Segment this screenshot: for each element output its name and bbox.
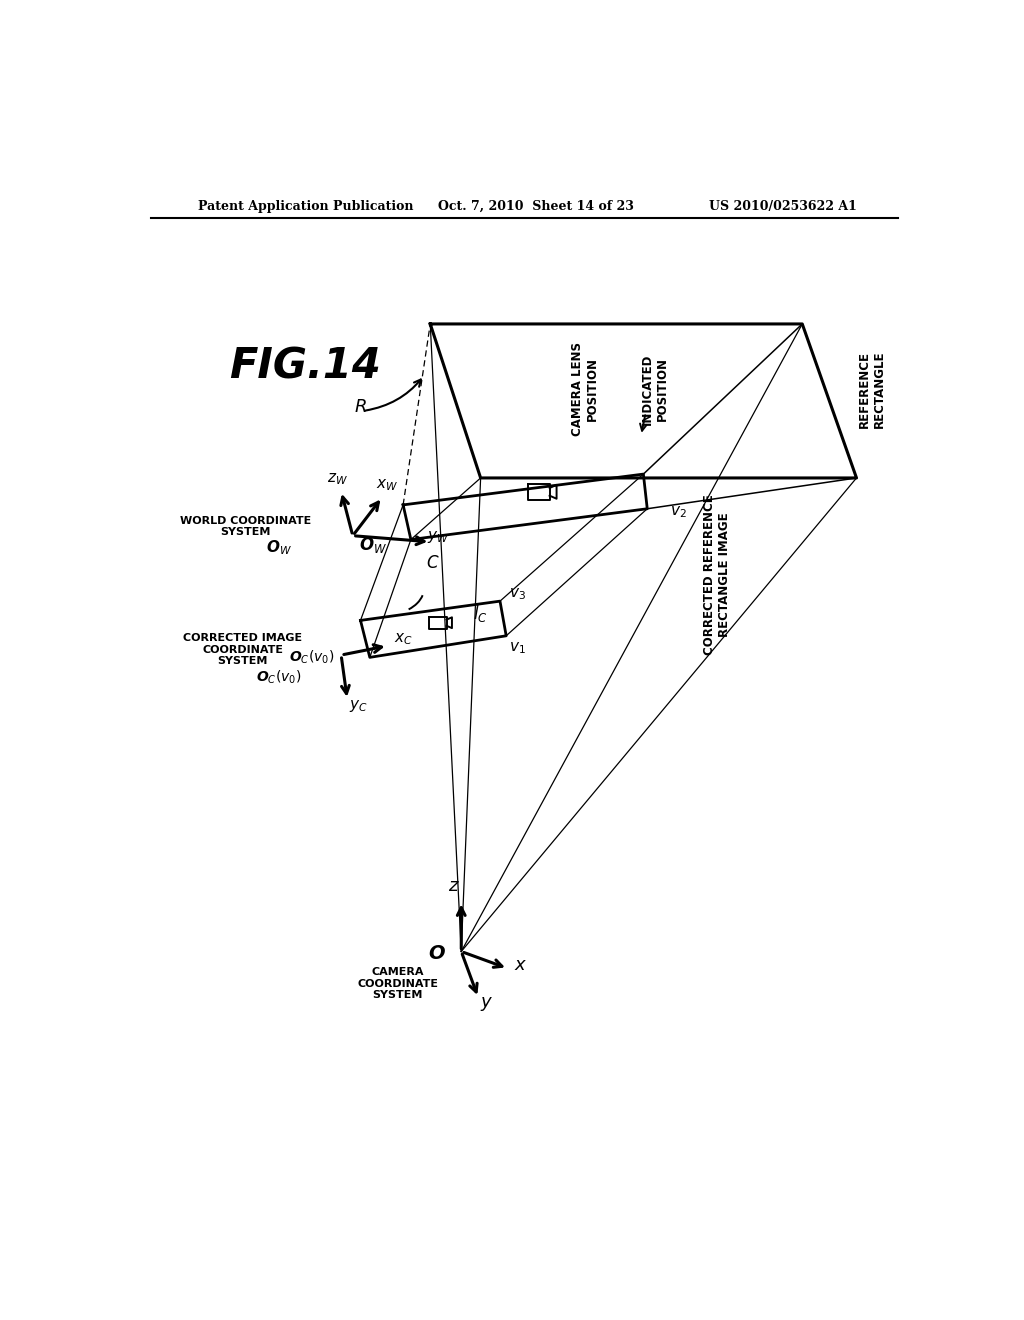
Text: US 2010/0253622 A1: US 2010/0253622 A1 <box>710 199 857 213</box>
Text: $y$: $y$ <box>480 995 494 1012</box>
Text: FIG.14: FIG.14 <box>228 346 381 387</box>
Text: $v_3$: $v_3$ <box>509 586 526 602</box>
Text: $y_C$: $y_C$ <box>349 698 368 714</box>
Text: CAMERA
COORDINATE
SYSTEM: CAMERA COORDINATE SYSTEM <box>357 968 438 1001</box>
Text: $C$: $C$ <box>426 554 440 572</box>
Text: $v_2$: $v_2$ <box>671 504 687 520</box>
Text: CAMERA LENS
POSITION: CAMERA LENS POSITION <box>571 342 599 437</box>
Text: Patent Application Publication: Patent Application Publication <box>198 199 414 213</box>
Text: CORRECTED REFERENCE
RECTANGLE IMAGE: CORRECTED REFERENCE RECTANGLE IMAGE <box>703 494 731 655</box>
Text: Oct. 7, 2010  Sheet 14 of 23: Oct. 7, 2010 Sheet 14 of 23 <box>438 199 634 213</box>
Text: REFERENCE
RECTANGLE: REFERENCE RECTANGLE <box>858 351 886 428</box>
Text: $\boldsymbol{O}$: $\boldsymbol{O}$ <box>428 944 445 964</box>
Text: $\boldsymbol{O}_C(v_0)$: $\boldsymbol{O}_C(v_0)$ <box>256 669 302 686</box>
Text: $x_C$: $x_C$ <box>394 632 413 647</box>
Text: INDICATED
POSITION: INDICATED POSITION <box>641 354 669 425</box>
Text: $v_1$: $v_1$ <box>509 640 526 656</box>
Text: $l_C$: $l_C$ <box>473 603 487 624</box>
Text: $\boldsymbol{O}_W$: $\boldsymbol{O}_W$ <box>266 539 292 557</box>
Text: CORRECTED IMAGE
COORDINATE
SYSTEM: CORRECTED IMAGE COORDINATE SYSTEM <box>183 634 302 667</box>
Text: $y_W$: $y_W$ <box>427 528 450 545</box>
Text: $R$: $R$ <box>354 399 367 417</box>
Text: $\boldsymbol{O}_C(v_0)$: $\boldsymbol{O}_C(v_0)$ <box>290 648 335 665</box>
Text: WORLD COORDINATE
SYSTEM: WORLD COORDINATE SYSTEM <box>180 516 311 537</box>
Text: $z_W$: $z_W$ <box>327 471 348 487</box>
Text: $x_W$: $x_W$ <box>376 477 398 492</box>
Text: $z$: $z$ <box>447 878 460 895</box>
Text: $\boldsymbol{O}_W$: $\boldsymbol{O}_W$ <box>359 535 387 554</box>
Text: $x$: $x$ <box>514 956 527 974</box>
